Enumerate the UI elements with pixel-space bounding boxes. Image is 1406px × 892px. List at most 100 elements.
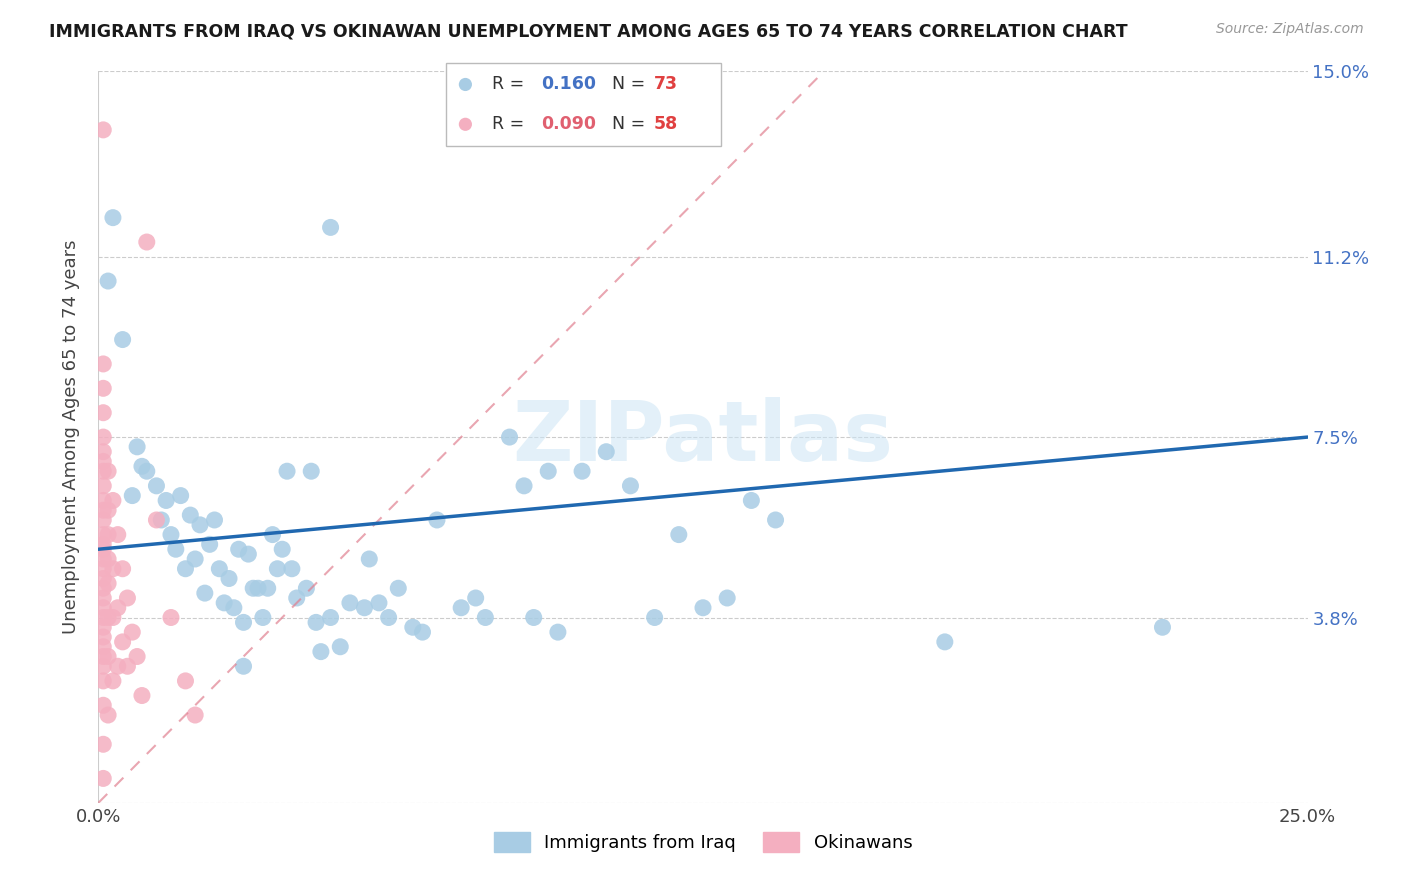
- Point: [91, 630, 114, 644]
- Point: [454, 117, 477, 131]
- Point: [135, 464, 157, 478]
- Point: [97, 708, 120, 723]
- Point: [179, 508, 201, 522]
- Point: [174, 673, 197, 688]
- Point: [339, 596, 361, 610]
- Point: [91, 600, 114, 615]
- Point: [97, 464, 120, 478]
- Point: [454, 78, 477, 92]
- Point: [101, 610, 124, 624]
- Point: [464, 591, 486, 605]
- Point: [107, 659, 129, 673]
- Point: [107, 527, 129, 541]
- Point: [232, 659, 254, 673]
- Point: [377, 610, 399, 624]
- Point: [91, 513, 114, 527]
- Point: [131, 689, 153, 703]
- Point: [218, 572, 240, 586]
- Point: [160, 610, 183, 624]
- Point: [765, 513, 787, 527]
- Point: [402, 620, 425, 634]
- Point: [411, 625, 433, 640]
- Point: [474, 610, 496, 624]
- Point: [101, 211, 124, 225]
- Point: [107, 600, 129, 615]
- Point: [232, 615, 254, 630]
- Point: [740, 493, 762, 508]
- Point: [319, 610, 342, 624]
- Point: [111, 635, 134, 649]
- Text: R =: R =: [492, 115, 530, 133]
- Point: [111, 562, 134, 576]
- Point: [150, 513, 173, 527]
- Point: [91, 610, 114, 624]
- Point: [204, 513, 226, 527]
- Point: [101, 562, 124, 576]
- Point: [305, 615, 328, 630]
- Text: 58: 58: [654, 115, 678, 133]
- Text: 0.090: 0.090: [541, 115, 596, 133]
- Point: [256, 581, 278, 595]
- Point: [169, 489, 191, 503]
- Point: [619, 479, 641, 493]
- Point: [668, 527, 690, 541]
- Point: [91, 444, 114, 458]
- Point: [91, 620, 114, 634]
- Point: [266, 562, 288, 576]
- Point: [135, 235, 157, 249]
- Point: [188, 517, 211, 532]
- Point: [91, 464, 114, 478]
- Point: [145, 513, 167, 527]
- Point: [165, 542, 187, 557]
- Point: [91, 649, 114, 664]
- Point: [194, 586, 217, 600]
- Point: [174, 562, 197, 576]
- Point: [571, 464, 593, 478]
- Point: [91, 430, 114, 444]
- Point: [353, 600, 375, 615]
- Point: [91, 640, 114, 654]
- Point: [309, 645, 332, 659]
- Legend: Immigrants from Iraq, Okinawans: Immigrants from Iraq, Okinawans: [486, 824, 920, 860]
- Point: [91, 562, 114, 576]
- Point: [91, 542, 114, 557]
- Point: [91, 581, 114, 595]
- Text: N =: N =: [612, 76, 651, 94]
- Point: [91, 591, 114, 605]
- Point: [91, 406, 114, 420]
- Point: [91, 737, 114, 751]
- Point: [91, 123, 114, 137]
- Point: [91, 454, 114, 468]
- Point: [91, 552, 114, 566]
- Point: [222, 600, 245, 615]
- Point: [91, 527, 114, 541]
- Point: [299, 464, 322, 478]
- Point: [145, 479, 167, 493]
- Point: [184, 708, 207, 723]
- Point: [111, 333, 134, 347]
- Point: [295, 581, 318, 595]
- Point: [329, 640, 352, 654]
- Point: [101, 493, 124, 508]
- Point: [319, 220, 342, 235]
- Text: 73: 73: [654, 76, 678, 94]
- Point: [247, 581, 270, 595]
- Point: [121, 489, 143, 503]
- Point: [97, 649, 120, 664]
- Text: ZIPatlas: ZIPatlas: [513, 397, 893, 477]
- Point: [91, 357, 114, 371]
- Point: [271, 542, 294, 557]
- Point: [91, 503, 114, 517]
- Point: [155, 493, 177, 508]
- Point: [368, 596, 391, 610]
- Point: [91, 381, 114, 395]
- Point: [262, 527, 284, 541]
- Y-axis label: Unemployment Among Ages 65 to 74 years: Unemployment Among Ages 65 to 74 years: [62, 240, 80, 634]
- FancyBboxPatch shape: [446, 63, 721, 146]
- Point: [498, 430, 520, 444]
- Point: [537, 464, 560, 478]
- Text: N =: N =: [612, 115, 651, 133]
- Point: [91, 698, 114, 713]
- Point: [387, 581, 409, 595]
- Point: [91, 479, 114, 493]
